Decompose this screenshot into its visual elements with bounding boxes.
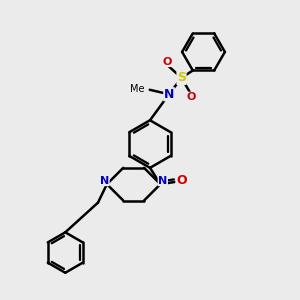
- Text: N: N: [100, 176, 109, 186]
- Text: N: N: [164, 88, 174, 101]
- Text: S: S: [177, 71, 186, 84]
- Text: Me: Me: [130, 84, 144, 94]
- Text: N: N: [158, 176, 167, 186]
- Text: O: O: [176, 174, 187, 188]
- Text: O: O: [187, 92, 196, 102]
- Text: O: O: [163, 56, 172, 67]
